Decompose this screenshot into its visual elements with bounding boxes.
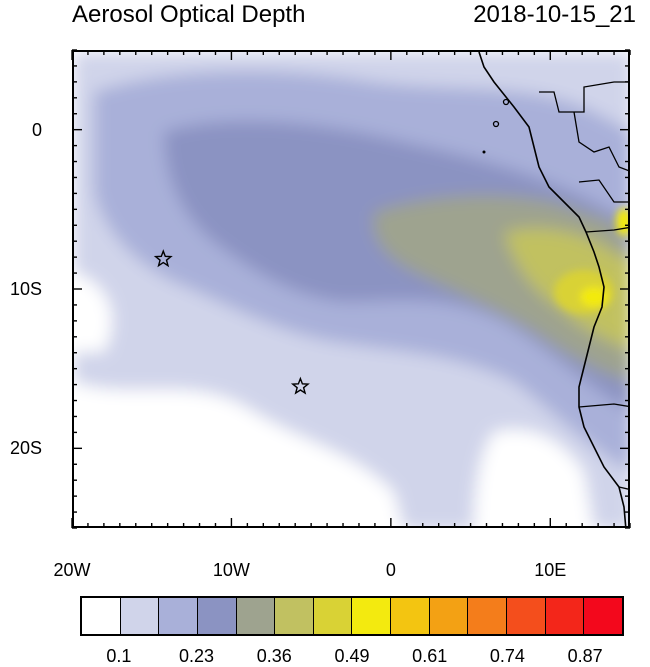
colorbar-swatch xyxy=(159,598,198,634)
colorbar-swatch xyxy=(120,598,160,634)
x-tick-label: 10W xyxy=(212,560,250,580)
colorbar-label: 0.23 xyxy=(179,646,215,666)
colorbar-swatch xyxy=(82,598,121,634)
colorbar-swatch xyxy=(275,598,314,634)
y-tick-label: 0 xyxy=(31,119,42,140)
colorbar-swatch xyxy=(236,598,276,634)
colorbar-label: 0.36 xyxy=(256,646,292,666)
x-tick-label: 0 xyxy=(385,560,396,580)
colorbar-swatch xyxy=(507,598,546,634)
colorbar-label: 0.49 xyxy=(334,646,370,666)
colorbar-swatch xyxy=(584,598,622,634)
colorbar-label: 0.1 xyxy=(106,646,132,666)
map-timestamp: 2018-10-15_21 xyxy=(473,1,636,28)
colorbar-swatch xyxy=(468,598,508,634)
x-tick-label: 10E xyxy=(534,560,567,580)
colorbar-swatch xyxy=(391,598,430,634)
colorbar-swatch xyxy=(313,598,353,634)
colorbar-swatch xyxy=(429,598,469,634)
map-panel xyxy=(72,50,630,528)
map-title: Aerosol Optical Depth xyxy=(72,1,306,28)
colorbar-swatch xyxy=(545,598,585,634)
colorbar-label: 0.74 xyxy=(489,646,525,666)
colorbar-label: 0.61 xyxy=(412,646,448,666)
colorbar-label: 0.87 xyxy=(567,646,603,666)
colorbar-swatch xyxy=(352,598,392,634)
y-tick-label: 10S xyxy=(9,279,42,299)
star-marker xyxy=(290,376,310,395)
aod-field xyxy=(74,52,628,526)
y-tick-label: 20S xyxy=(9,438,42,459)
colorbar-swatch xyxy=(197,598,237,634)
colorbar xyxy=(80,596,624,636)
star-marker xyxy=(153,249,173,268)
x-tick-label: 20W xyxy=(53,560,91,580)
